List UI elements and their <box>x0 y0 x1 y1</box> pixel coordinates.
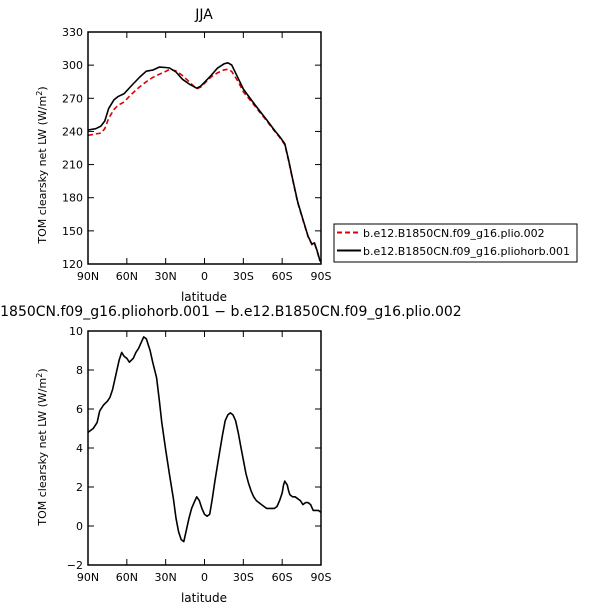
bottom-x-tick-label: 60S <box>272 571 293 584</box>
top-x-axis-label: latitude <box>181 290 227 304</box>
bottom-series-group <box>87 336 322 543</box>
legend-box <box>333 223 578 263</box>
bottom-y-tick-label: 2 <box>76 481 83 494</box>
top-x-tick-label: 60S <box>272 270 293 283</box>
bottom-ticks: 90N 60N 30N 0 30S 60S 90S −2 0 2 4 6 8 10 <box>67 325 332 584</box>
bottom-x-tick-label: 0 <box>201 571 208 584</box>
bottom-y-tick-label: −2 <box>67 559 83 572</box>
bottom-x-tick-label: 30S <box>233 571 254 584</box>
top-plot-frame <box>87 31 322 265</box>
legend: b.e12.B1850CN.f09_g16.plio.002 b.e12.B18… <box>333 223 578 263</box>
bottom-y-tick-label: 0 <box>76 520 83 533</box>
bottom-chart-title: b.e12.B1850CN.f09_g16.pliohorb.001 − b.e… <box>0 304 462 320</box>
top-panel: JJA TOM clearsky net LW (W/m2) 90N 60N 30N… <box>35 7 578 304</box>
bottom-x-tick-label: 90N <box>77 571 99 584</box>
bottom-y-tick-label: 8 <box>76 364 83 377</box>
top-ticks: 90N 60N 30N 0 30S 60S 90S 120 150 180 210 240 270 300… <box>62 26 332 283</box>
bottom-y-tick-label: 6 <box>76 403 83 416</box>
top-y-tick-label: 150 <box>62 225 83 238</box>
top-y-tick-label: 210 <box>62 159 83 172</box>
bottom-x-tick-label: 90S <box>311 571 332 584</box>
top-x-tick-label: 90N <box>77 270 99 283</box>
bottom-x-axis-label: latitude <box>181 591 227 605</box>
top-y-tick-label: 240 <box>62 125 83 138</box>
top-chart-title: JJA <box>194 7 213 23</box>
top-x-tick-label: 90S <box>311 270 332 283</box>
top-series-line-0 <box>87 68 322 263</box>
top-y-axis-label: TOM clearsky net LW (W/m2) <box>35 86 49 244</box>
top-x-tick-label: 60N <box>116 270 138 283</box>
bottom-y-tick-label: 4 <box>76 442 83 455</box>
top-y-tick-label: 120 <box>62 258 83 271</box>
top-y-tick-label: 270 <box>62 92 83 105</box>
top-y-tick-label: 300 <box>62 59 83 72</box>
top-y-tick-label: 330 <box>62 26 83 39</box>
top-x-tick-label: 30S <box>233 270 254 283</box>
bottom-series-line-0 <box>87 336 322 543</box>
top-series-line-1 <box>87 61 322 262</box>
bottom-x-tick-label: 30N <box>155 571 177 584</box>
bottom-y-axis-label: TOM clearsky net LW (W/m2) <box>35 368 49 526</box>
top-series-group <box>87 61 322 263</box>
legend-label-pliohorb-001: b.e12.B1850CN.f09_g16.pliohorb.001 <box>363 245 570 258</box>
legend-label-plio-002: b.e12.B1850CN.f09_g16.plio.002 <box>363 227 545 240</box>
bottom-plot-frame <box>87 330 322 566</box>
bottom-y-tick-label: 10 <box>69 325 83 338</box>
top-x-tick-label: 0 <box>201 270 208 283</box>
top-y-tick-label: 180 <box>62 192 83 205</box>
bottom-panel: b.e12.B1850CN.f09_g16.pliohorb.001 − b.e… <box>0 304 462 605</box>
top-x-tick-label: 30N <box>155 270 177 283</box>
bottom-x-tick-label: 60N <box>116 571 138 584</box>
